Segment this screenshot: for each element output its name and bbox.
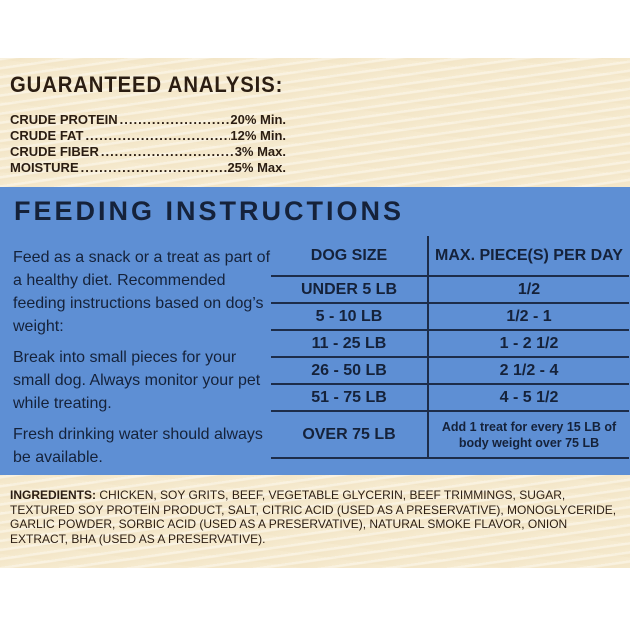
max-pieces-cell: Add 1 treat for every 15 LB of body weig… [428, 411, 629, 459]
dog-size-cell: 11 - 25 LB [271, 330, 429, 358]
analysis-name: CRUDE FIBER [10, 144, 99, 159]
max-pieces-cell: 1/2 - 1 [428, 303, 629, 331]
header-max-pieces: MAX. PIECE(S) PER DAY [428, 236, 629, 277]
table-row: 26 - 50 LB 2 1/2 - 4 [271, 357, 629, 385]
table-row: OVER 75 LB Add 1 treat for every 15 LB o… [271, 411, 629, 459]
table-row: 11 - 25 LB 1 - 2 1/2 [271, 330, 629, 358]
analysis-value: 20% Min. [230, 112, 286, 127]
feeding-paragraph: Fresh drinking water should always be av… [13, 426, 263, 466]
dot-leader [99, 144, 235, 159]
feeding-description: Feed as a snack or a treat as part of a … [13, 246, 271, 477]
analysis-row-fat: CRUDE FAT 12% Min. [10, 128, 286, 144]
analysis-name: CRUDE FAT [10, 128, 84, 143]
table-row: 5 - 10 LB 1/2 - 1 [271, 303, 629, 331]
dot-leader [83, 128, 230, 143]
table-header-row: DOG SIZE MAX. PIECE(S) PER DAY [271, 236, 629, 277]
dog-size-cell: 51 - 75 LB [271, 384, 429, 412]
dog-size-cell: 26 - 50 LB [271, 357, 429, 385]
table-row: 51 - 75 LB 4 - 5 1/2 [271, 384, 629, 412]
ingredients-label: INGREDIENTS: [10, 488, 97, 502]
feeding-paragraph: Break into small pieces for your small d… [13, 349, 261, 412]
dog-size-cell: OVER 75 LB [271, 411, 429, 459]
table-row: UNDER 5 LB 1/2 [271, 276, 629, 304]
ingredients-text: CHICKEN, SOY GRITS, BEEF, VEGETABLE GLYC… [10, 488, 617, 546]
dot-leader [79, 160, 228, 175]
max-pieces-cell: 1/2 [428, 276, 629, 304]
analysis-value: 25% Max. [227, 160, 286, 175]
analysis-value: 12% Min. [230, 128, 286, 143]
max-pieces-cell: 2 1/2 - 4 [428, 357, 629, 385]
header-dog-size: DOG SIZE [271, 236, 429, 277]
analysis-row-fiber: CRUDE FIBER 3% Max. [10, 144, 286, 160]
guaranteed-analysis-list: CRUDE PROTEIN 20% Min. CRUDE FAT 12% Min… [10, 112, 286, 176]
analysis-row-moisture: MOISTURE 25% Max. [10, 160, 286, 176]
dog-size-cell: UNDER 5 LB [271, 276, 429, 304]
feeding-instructions-title: FEEDING INSTRUCTIONS [14, 196, 405, 226]
analysis-value: 3% Max. [234, 144, 286, 159]
analysis-name: MOISTURE [10, 160, 79, 175]
max-pieces-cell: 1 - 2 1/2 [428, 330, 629, 358]
dot-leader [118, 112, 231, 127]
feeding-paragraph: Feed as a snack or a treat as part of a … [13, 249, 271, 335]
guaranteed-analysis-title: GUARANTEED ANALYSIS: [10, 72, 284, 97]
dog-size-cell: 5 - 10 LB [271, 303, 429, 331]
analysis-name: CRUDE PROTEIN [10, 112, 118, 127]
max-pieces-cell: 4 - 5 1/2 [428, 384, 629, 412]
ingredients-block: INGREDIENTS: CHICKEN, SOY GRITS, BEEF, V… [10, 488, 622, 546]
feeding-table: DOG SIZE MAX. PIECE(S) PER DAY UNDER 5 L… [271, 236, 629, 459]
analysis-row-protein: CRUDE PROTEIN 20% Min. [10, 112, 286, 128]
